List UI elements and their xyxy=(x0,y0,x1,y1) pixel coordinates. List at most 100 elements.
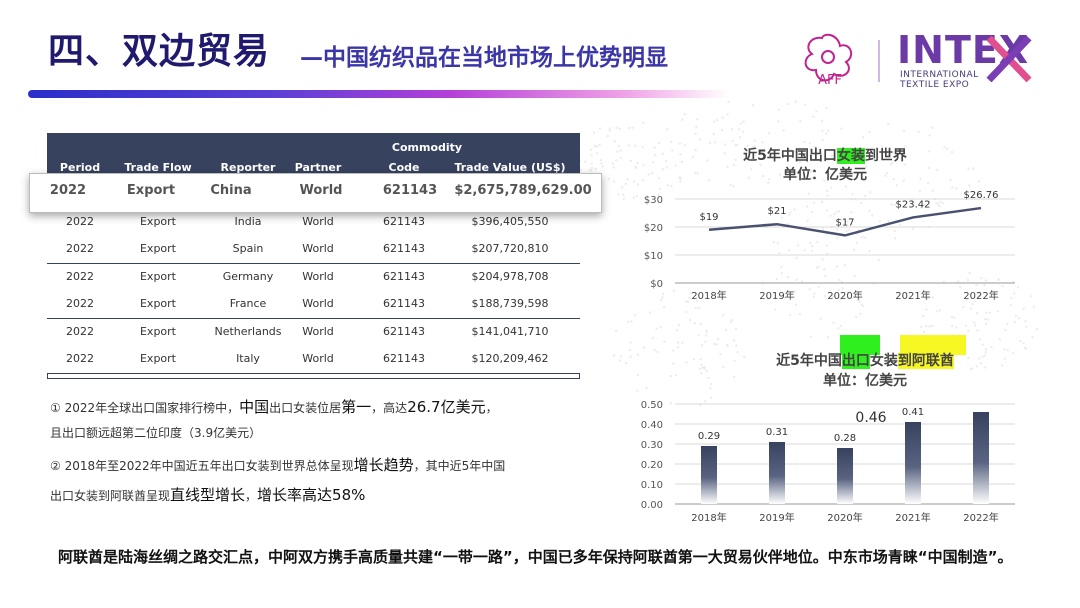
note-emphasis: 增长趋势 xyxy=(353,456,414,474)
note-emphasis: 增长率高达58% xyxy=(257,486,366,504)
map-dot xyxy=(886,122,890,126)
map-dot xyxy=(1013,292,1016,295)
map-dot xyxy=(590,154,593,157)
data-label: 0.31 xyxy=(766,427,788,438)
header-code: Code xyxy=(388,161,420,174)
map-dot xyxy=(984,322,988,326)
map-dot xyxy=(626,178,629,181)
map-dot xyxy=(657,193,660,197)
map-dot xyxy=(694,132,697,136)
map-dot xyxy=(801,153,804,156)
note-text: ， xyxy=(245,489,258,503)
table-row: 2022 Export Germany World 621143 $204,978,708 xyxy=(47,263,580,292)
map-dot xyxy=(811,210,814,214)
map-dot xyxy=(732,185,735,188)
map-dot xyxy=(983,283,986,287)
map-dot xyxy=(694,171,697,174)
map-dot xyxy=(679,153,682,156)
map-dot xyxy=(659,325,662,329)
map-dot xyxy=(820,152,823,156)
map-dot xyxy=(825,209,829,212)
map-dot xyxy=(823,179,826,183)
aff-logo: AFF xyxy=(804,33,853,86)
map-dot xyxy=(1004,328,1007,332)
map-dot xyxy=(778,252,781,255)
map-dot xyxy=(820,119,824,123)
map-dot xyxy=(677,323,681,327)
map-dot xyxy=(846,220,849,223)
table-row: 2022 Export France World 621143 $188,739,598 xyxy=(47,291,580,320)
map-dot xyxy=(868,130,871,134)
map-dot xyxy=(751,103,755,107)
map-dot xyxy=(670,184,673,188)
map-dot xyxy=(826,189,829,192)
map-dot xyxy=(706,159,709,162)
map-dot xyxy=(835,265,839,268)
map-dot xyxy=(981,355,984,358)
map-dot xyxy=(975,283,978,287)
map-dot xyxy=(808,142,811,145)
x-tick-label: 2020年 xyxy=(827,511,862,524)
line-chart-unit: 单位：亿美元 xyxy=(783,167,867,183)
map-dot xyxy=(939,200,942,204)
map-dot xyxy=(630,320,633,323)
title-underline-bar xyxy=(28,90,730,98)
map-dot xyxy=(817,285,820,288)
map-dot xyxy=(975,365,978,368)
map-dot xyxy=(685,310,688,314)
intex-x-mark-icon xyxy=(986,36,1032,82)
map-dot xyxy=(927,201,931,204)
map-dot xyxy=(688,318,692,322)
x-tick-label: 2018年 xyxy=(691,289,726,302)
y-tick-label: $0 xyxy=(650,279,663,290)
map-dot xyxy=(809,335,812,338)
map-dot xyxy=(672,289,676,293)
map-dot xyxy=(743,355,746,359)
map-dot xyxy=(1009,303,1012,307)
map-dot xyxy=(699,404,702,407)
map-dot xyxy=(984,351,988,354)
y-tick-label: 0.50 xyxy=(641,400,663,411)
map-dot xyxy=(699,357,702,361)
note-emphasis: 直线型增长 xyxy=(170,486,246,504)
map-dot xyxy=(721,314,725,317)
table-cell: 621143 xyxy=(383,324,425,338)
map-dot xyxy=(608,127,612,130)
map-dot xyxy=(778,173,782,176)
map-dot xyxy=(846,291,850,294)
map-dot xyxy=(949,178,952,182)
data-label: 0.28 xyxy=(834,433,856,444)
map-dot xyxy=(983,317,987,321)
map-dot xyxy=(931,296,935,299)
map-dot xyxy=(820,200,824,203)
header-commodity: Commodity xyxy=(391,141,463,154)
hl-trade-value: $2,675,789,629.00 xyxy=(454,183,592,198)
map-dot xyxy=(1019,339,1022,343)
map-dot xyxy=(669,140,673,143)
map-dot xyxy=(709,387,712,390)
hl-partner: World xyxy=(299,183,343,198)
map-dot xyxy=(941,201,945,205)
note-text: ， xyxy=(485,401,498,415)
map-dot xyxy=(636,161,639,165)
map-dot xyxy=(967,329,970,333)
data-label: 0.29 xyxy=(698,431,720,442)
map-dot xyxy=(642,164,645,167)
table-cell: 2022 xyxy=(66,215,94,228)
map-dot xyxy=(868,209,871,213)
map-dot xyxy=(694,148,697,152)
hl-code: 621143 xyxy=(382,183,438,198)
map-dot xyxy=(611,162,615,165)
map-dot xyxy=(680,118,684,121)
table-cell: 621143 xyxy=(383,297,425,311)
map-dot xyxy=(700,344,704,347)
map-dot xyxy=(812,115,815,118)
map-dot xyxy=(703,399,707,403)
map-dot xyxy=(629,159,633,163)
map-dot xyxy=(612,180,616,183)
map-dot xyxy=(729,320,733,324)
map-dot xyxy=(812,201,816,204)
line-chart: $30 $20 $10 $0 $19 2018年 $21 2019年 $17 2020年 $23.4… xyxy=(644,190,1015,302)
map-dot xyxy=(733,375,736,379)
map-dot xyxy=(632,180,636,183)
